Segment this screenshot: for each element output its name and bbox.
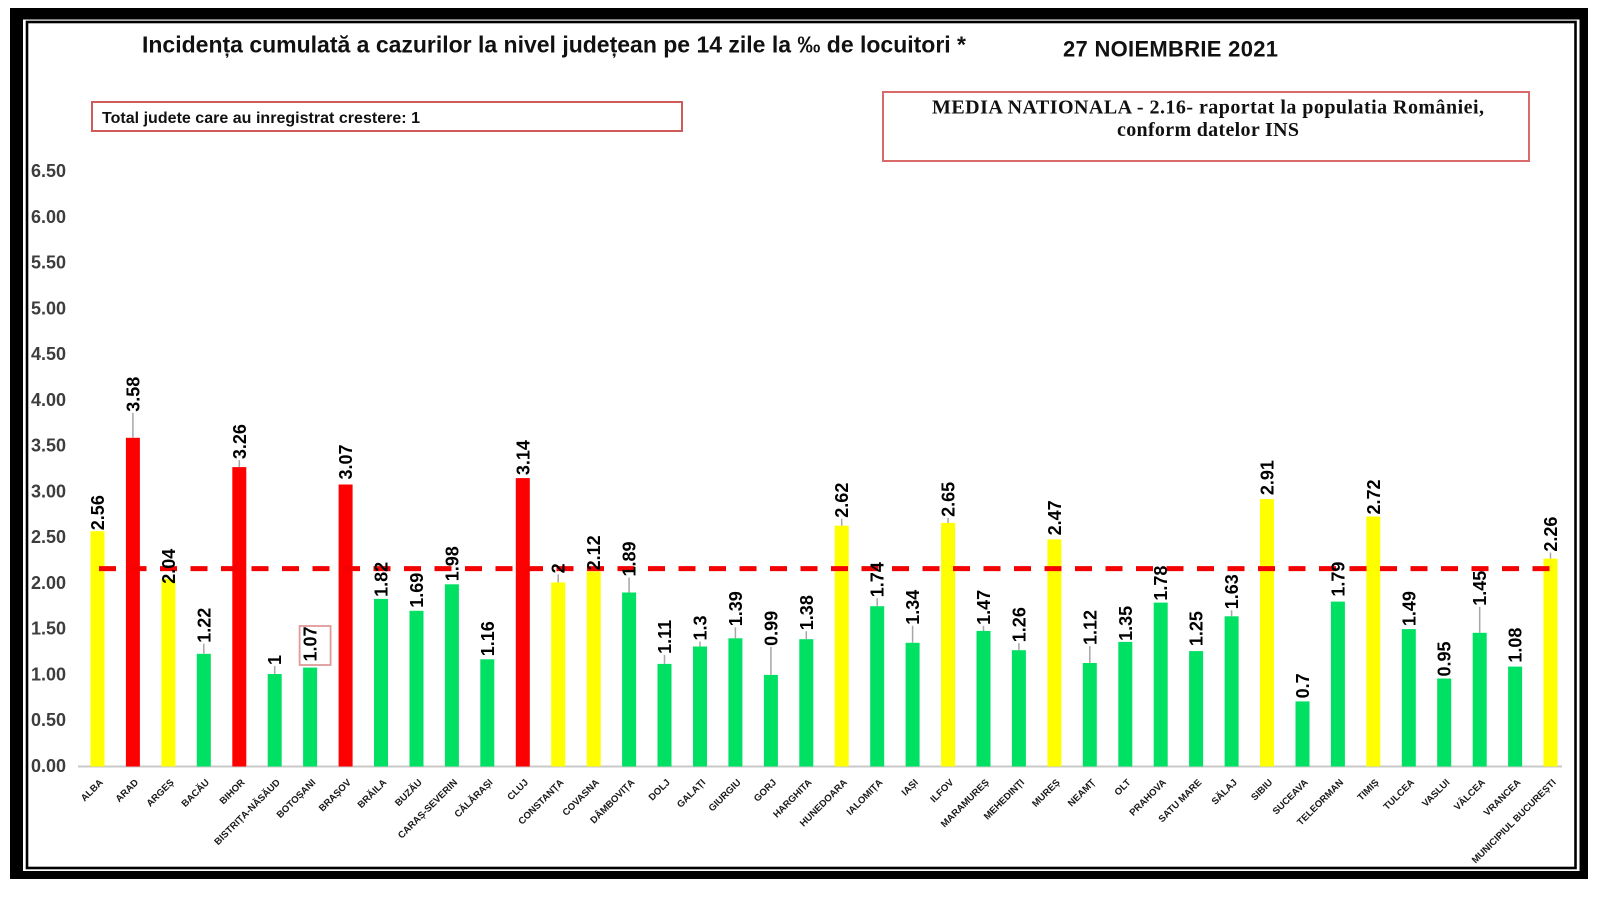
svg-text:5.50: 5.50 <box>31 253 66 273</box>
svg-text:1.79: 1.79 <box>1328 562 1348 597</box>
svg-text:1.89: 1.89 <box>620 541 640 576</box>
svg-text:2.62: 2.62 <box>832 483 852 518</box>
svg-text:27 NOIEMBRIE 2021: 27 NOIEMBRIE 2021 <box>1063 37 1278 62</box>
svg-text:MEDIA NATIONALA - 2.16- rapor: MEDIA NATIONALA - 2.16- raportat la popu… <box>932 97 1484 119</box>
svg-text:1: 1 <box>265 655 285 665</box>
svg-text:1.08: 1.08 <box>1506 628 1526 663</box>
svg-text:1.74: 1.74 <box>868 562 888 597</box>
svg-text:Total judete care au inregistr: Total judete care au inregistrat crester… <box>102 110 420 127</box>
svg-text:0.99: 0.99 <box>761 611 781 646</box>
svg-text:2.72: 2.72 <box>1364 479 1384 514</box>
svg-text:3.07: 3.07 <box>336 444 356 479</box>
svg-text:1.25: 1.25 <box>1187 611 1207 646</box>
svg-text:1.82: 1.82 <box>372 562 392 597</box>
svg-text:1.49: 1.49 <box>1399 591 1419 626</box>
svg-text:2.04: 2.04 <box>159 549 179 584</box>
svg-text:1.38: 1.38 <box>797 595 817 630</box>
svg-text:1.12: 1.12 <box>1080 610 1100 645</box>
svg-text:4.50: 4.50 <box>31 344 66 364</box>
svg-text:0.95: 0.95 <box>1435 641 1455 676</box>
svg-text:2: 2 <box>549 563 569 573</box>
svg-text:3.58: 3.58 <box>123 377 143 412</box>
svg-text:1.00: 1.00 <box>31 665 66 685</box>
svg-text:3.50: 3.50 <box>31 436 66 456</box>
svg-text:4.00: 4.00 <box>31 390 66 410</box>
svg-text:3.26: 3.26 <box>230 424 250 459</box>
svg-text:1.11: 1.11 <box>655 620 675 654</box>
svg-text:2.26: 2.26 <box>1541 517 1561 552</box>
svg-text:1.39: 1.39 <box>726 591 746 626</box>
svg-text:2.65: 2.65 <box>939 482 959 517</box>
svg-text:1.26: 1.26 <box>1009 607 1029 642</box>
svg-text:6.50: 6.50 <box>31 161 66 181</box>
svg-text:0.00: 0.00 <box>31 756 66 776</box>
svg-text:6.00: 6.00 <box>31 207 66 227</box>
svg-text:1.35: 1.35 <box>1116 606 1136 641</box>
svg-text:2.50: 2.50 <box>31 527 66 547</box>
svg-text:Incidența cumulată a cazurilor: Incidența cumulată a cazurilor la nivel … <box>142 32 966 59</box>
svg-text:1.45: 1.45 <box>1470 571 1490 606</box>
svg-text:1.07: 1.07 <box>301 626 321 661</box>
svg-text:2.47: 2.47 <box>1045 500 1065 535</box>
svg-text:1.16: 1.16 <box>478 621 498 656</box>
svg-text:2.12: 2.12 <box>584 535 604 570</box>
svg-text:1.78: 1.78 <box>1151 566 1171 601</box>
svg-text:1.69: 1.69 <box>407 573 427 608</box>
svg-text:1.98: 1.98 <box>442 546 462 581</box>
svg-text:5.00: 5.00 <box>31 298 66 318</box>
svg-text:conform datelor INS: conform datelor INS <box>1117 119 1299 141</box>
svg-text:1.34: 1.34 <box>903 590 923 625</box>
svg-text:3.00: 3.00 <box>31 481 66 501</box>
svg-text:2.91: 2.91 <box>1258 460 1278 495</box>
svg-text:1.63: 1.63 <box>1222 574 1242 609</box>
svg-text:1.22: 1.22 <box>194 608 214 643</box>
svg-text:2.56: 2.56 <box>88 495 108 530</box>
svg-text:1.50: 1.50 <box>31 619 66 639</box>
svg-text:1.47: 1.47 <box>974 590 994 625</box>
svg-text:0.7: 0.7 <box>1293 673 1313 698</box>
svg-text:0.50: 0.50 <box>31 710 66 730</box>
svg-text:1.3: 1.3 <box>691 615 711 640</box>
svg-text:3.14: 3.14 <box>513 440 533 475</box>
svg-text:2.00: 2.00 <box>31 573 66 593</box>
